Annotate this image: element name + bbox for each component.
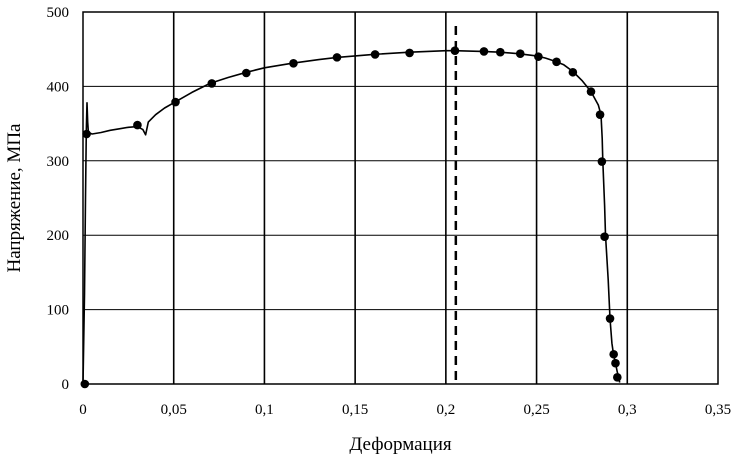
y-tick-label: 100	[47, 303, 70, 319]
data-point	[515, 49, 525, 58]
data-point	[370, 50, 380, 59]
data-point	[495, 47, 505, 57]
x-tick-label: 0,1	[255, 402, 274, 418]
x-tick-label: 0,15	[342, 402, 368, 418]
plot-frame	[82, 11, 719, 385]
data-point	[613, 373, 622, 382]
y-tick-label: 300	[47, 154, 70, 170]
data-point	[479, 47, 489, 56]
data-point	[171, 97, 180, 107]
x-tick-label: 0,25	[523, 402, 549, 418]
x-tick-label: 0,3	[618, 402, 637, 418]
data-point	[332, 53, 342, 62]
data-point	[597, 157, 607, 166]
data-point	[568, 67, 578, 77]
x-tick-label: 0,05	[161, 402, 187, 418]
data-point	[534, 52, 543, 61]
tick-labels: 0 0,05 0,1 0,15 0,2 0,25 0,3 0,35 0 100 200 300 400 5…	[47, 5, 732, 418]
data-point	[207, 79, 217, 88]
x-tick-label: 0,35	[705, 402, 731, 418]
x-tick-label: 0,2	[436, 402, 455, 418]
data-point	[600, 232, 609, 241]
stress-strain-line	[82, 49, 621, 385]
x-axis-title: Деформация	[349, 434, 452, 455]
y-axis-title: Напряжение, МПа	[4, 123, 25, 273]
x-tick-label: 0	[79, 402, 87, 418]
data-point	[595, 110, 605, 119]
data-point	[450, 46, 460, 55]
data-point	[611, 358, 620, 368]
y-tick-label: 0	[62, 377, 70, 393]
data-point	[133, 120, 142, 130]
data-point	[605, 314, 615, 323]
y-tick-label: 200	[47, 228, 70, 244]
data-point	[405, 48, 414, 58]
data-point	[552, 57, 561, 67]
y-tick-label: 400	[47, 79, 70, 95]
data-point	[82, 129, 91, 139]
grid-lines	[83, 12, 718, 384]
data-series	[80, 46, 622, 389]
data-point	[609, 349, 618, 359]
y-tick-label: 500	[47, 5, 70, 21]
data-point	[586, 87, 596, 96]
data-point	[241, 68, 251, 78]
data-point	[289, 59, 298, 68]
